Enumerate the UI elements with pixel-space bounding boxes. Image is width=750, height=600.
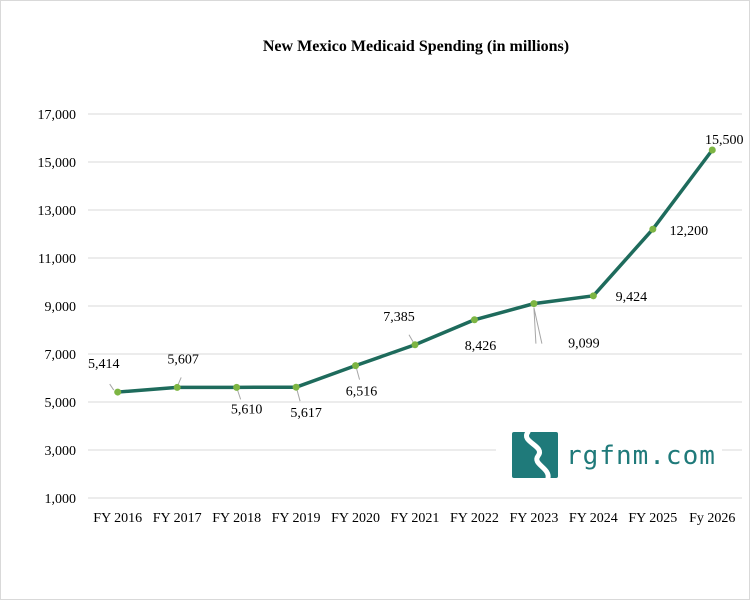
x-tick-label: FY 2017: [153, 511, 202, 526]
data-point: [114, 388, 122, 396]
data-point: [589, 292, 597, 300]
data-label: 7,385: [383, 310, 415, 325]
data-label: 9,099: [568, 337, 600, 352]
series-spending: [114, 146, 716, 396]
data-point: [649, 225, 657, 233]
x-tick-label: FY 2025: [628, 511, 677, 526]
label-leader: [177, 377, 182, 385]
y-tick-label: 9,000: [45, 300, 77, 315]
data-point: [708, 146, 716, 154]
data-point: [530, 300, 538, 308]
chart-title: New Mexico Medicaid Spending (in million…: [263, 38, 569, 55]
data-label: 5,617: [290, 406, 322, 421]
data-label: 8,426: [465, 339, 497, 354]
data-label: 15,500: [705, 133, 744, 148]
data-point: [352, 362, 360, 370]
label-leader: [356, 368, 361, 380]
data-labels: 5,414 5,607 5,610 5,617 6,516 7,385 8,426 9,099…: [88, 133, 744, 421]
x-tick-label: FY 2024: [569, 511, 618, 526]
data-point: [292, 383, 300, 391]
x-tick-label: FY 2022: [450, 511, 499, 526]
label-leader: [237, 390, 242, 400]
data-label: 5,610: [231, 402, 263, 417]
label-leader: [533, 307, 543, 344]
y-tick-label: 13,000: [38, 204, 77, 219]
y-tick-label: 17,000: [38, 108, 77, 123]
data-point: [173, 383, 181, 391]
data-point: [233, 383, 241, 391]
label-leader-lines: [109, 307, 543, 402]
data-label: 6,516: [346, 385, 378, 400]
label-leader: [408, 334, 414, 343]
y-tick-label: 15,000: [38, 156, 77, 171]
x-tick-label: FY 2019: [272, 511, 321, 526]
gridlines: [88, 113, 742, 499]
y-tick-label: 11,000: [38, 252, 76, 267]
data-label: 12,200: [670, 224, 709, 239]
label-leader: [109, 383, 115, 391]
x-axis-ticks: FY 2016 FY 2017 FY 2018 FY 2019 FY 2020 FY 20…: [93, 511, 735, 526]
series-line: [115, 148, 715, 394]
y-tick-label: 5,000: [45, 396, 77, 411]
logo-text: rgfnm.com: [566, 441, 716, 471]
data-point: [411, 341, 419, 349]
label-leader: [296, 390, 301, 402]
data-label: 5,414: [88, 357, 120, 372]
y-tick-label: 3,000: [45, 444, 77, 459]
y-tick-label: 1,000: [45, 492, 77, 507]
data-label: 5,607: [167, 352, 199, 367]
x-tick-label: FY 2016: [93, 511, 142, 526]
x-tick-label: FY 2018: [212, 511, 261, 526]
x-tick-label: FY 2023: [509, 511, 558, 526]
x-tick-label: FY 2020: [331, 511, 380, 526]
y-tick-label: 7,000: [45, 348, 77, 363]
data-label: 9,424: [616, 290, 648, 305]
x-tick-label: Fy 2026: [689, 511, 735, 526]
river-logo-icon: [496, 428, 722, 486]
x-tick-label: FY 2021: [391, 511, 440, 526]
data-point: [470, 316, 478, 324]
y-axis-ticks: 1,000 3,000 5,000 7,000 9,000 11,000 13,000 15,…: [38, 108, 77, 507]
